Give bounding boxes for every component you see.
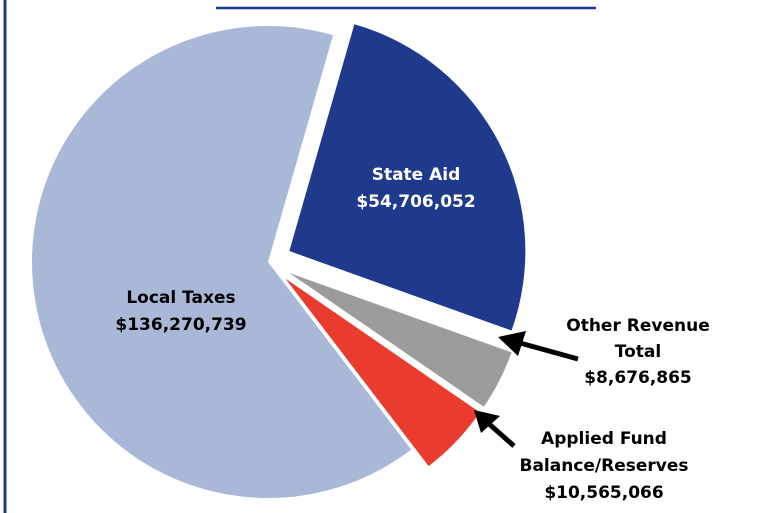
label-other-revenue-line1: Other Revenue <box>566 316 709 336</box>
pie-slice-state-aid <box>289 24 526 331</box>
label-applied-fund-line1: Applied Fund <box>541 429 667 449</box>
label-applied-fund-value: $10,565,066 <box>544 483 663 503</box>
arrow-applied-fund <box>474 410 516 448</box>
pie-slices <box>31 24 526 499</box>
label-state-aid-value: $54,706,052 <box>356 192 475 212</box>
label-other-revenue-line2: Total <box>615 342 661 362</box>
label-other-revenue-value: $8,676,865 <box>584 368 692 388</box>
pie-slice-applied-fund-balance-reserves <box>285 278 480 467</box>
label-state-aid: State Aid $54,706,052 <box>356 165 475 212</box>
arrow-applied-fund-head <box>474 410 500 433</box>
label-other-revenue: Other Revenue Total $8,676,865 <box>566 316 709 388</box>
arrow-other-revenue-head <box>498 331 526 356</box>
label-state-aid-name: State Aid <box>372 165 461 185</box>
label-local-taxes-name: Local Taxes <box>126 288 235 308</box>
pie-slice-other-revenue-total <box>289 272 512 407</box>
label-local-taxes-value: $136,270,739 <box>115 315 246 335</box>
label-local-taxes: Local Taxes $136,270,739 <box>115 288 246 335</box>
label-applied-fund: Applied Fund Balance/Reserves $10,565,06… <box>519 429 688 503</box>
pie-slice-local-taxes <box>31 26 412 499</box>
label-applied-fund-line2: Balance/Reserves <box>519 456 688 476</box>
arrow-other-revenue <box>498 331 579 362</box>
